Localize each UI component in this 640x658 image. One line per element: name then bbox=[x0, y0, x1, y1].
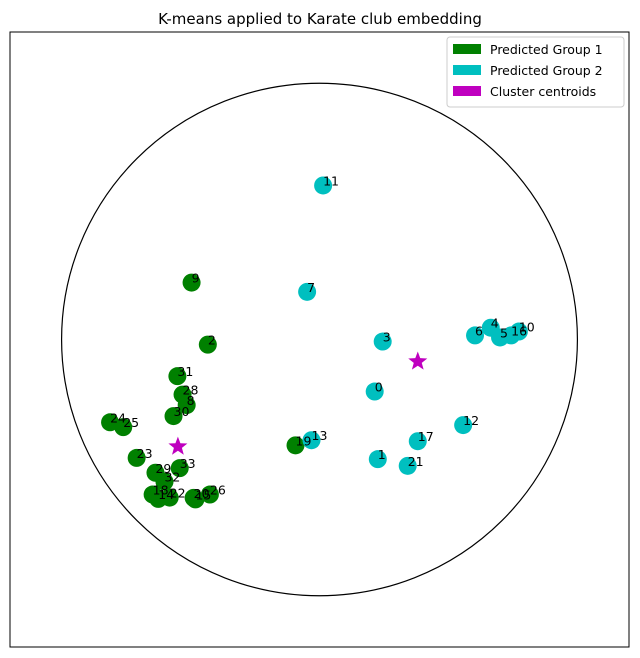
node-point bbox=[164, 407, 183, 426]
legend-swatch bbox=[453, 44, 481, 54]
node-label: 11 bbox=[323, 173, 339, 188]
node-point bbox=[127, 448, 146, 467]
node-point bbox=[198, 335, 217, 354]
legend-entry: Cluster centroids bbox=[490, 84, 596, 99]
node-label: 28 bbox=[183, 383, 199, 398]
series-1 bbox=[298, 176, 528, 475]
node-label: 24 bbox=[110, 410, 126, 425]
series-0 bbox=[101, 273, 305, 509]
node-label: 20 bbox=[194, 486, 210, 501]
node-label: 25 bbox=[123, 415, 139, 430]
node-point bbox=[298, 282, 317, 301]
legend-box bbox=[446, 36, 625, 108]
node-label: 0 bbox=[375, 380, 383, 395]
node-label: 6 bbox=[475, 323, 483, 338]
node-label: 2 bbox=[208, 333, 216, 348]
node-point bbox=[182, 273, 201, 292]
node-label: 30 bbox=[174, 404, 190, 419]
node-label: 32 bbox=[164, 470, 180, 485]
node-point bbox=[160, 488, 179, 507]
plot-frame bbox=[9, 31, 630, 648]
node-point bbox=[200, 485, 219, 504]
node-point bbox=[114, 418, 133, 437]
node-label: 22 bbox=[170, 486, 186, 501]
node-point bbox=[302, 431, 321, 450]
series-2 bbox=[168, 351, 428, 455]
node-label: 16 bbox=[511, 323, 527, 338]
node-label: 14 bbox=[158, 487, 174, 502]
node-label: 13 bbox=[312, 428, 328, 443]
node-label: 21 bbox=[408, 454, 424, 469]
node-label: 17 bbox=[418, 429, 434, 444]
legend-entry: Predicted Group 1 bbox=[490, 42, 603, 57]
node-label: 12 bbox=[463, 413, 479, 428]
node-label: 31 bbox=[177, 364, 193, 379]
node-label: 26 bbox=[210, 483, 226, 498]
node-label: 9 bbox=[192, 271, 200, 286]
node-label: 29 bbox=[155, 461, 171, 476]
node-label: 3 bbox=[383, 330, 391, 345]
centroid-marker bbox=[408, 351, 428, 370]
node-point bbox=[398, 456, 417, 475]
legend-swatch bbox=[453, 86, 481, 96]
node-label: 8 bbox=[187, 393, 195, 408]
chart-title: K-means applied to Karate club embedding bbox=[158, 10, 482, 28]
node-label: 15 bbox=[195, 487, 211, 502]
node-point bbox=[408, 432, 427, 451]
node-point bbox=[168, 367, 187, 386]
node-label: 10 bbox=[519, 320, 535, 335]
node-label: 33 bbox=[180, 456, 196, 471]
legend-swatch bbox=[453, 65, 481, 75]
node-label: 5 bbox=[500, 325, 508, 340]
node-point bbox=[314, 176, 333, 195]
boundary-circle bbox=[60, 82, 579, 597]
node-point bbox=[509, 322, 528, 341]
legend: Predicted Group 1 Predicted Group 2 Cluste… bbox=[446, 36, 625, 108]
node-label: 19 bbox=[296, 433, 312, 448]
node-label: 4 bbox=[491, 316, 499, 331]
node-point bbox=[155, 472, 174, 491]
node-label: 18 bbox=[153, 483, 169, 498]
node-point bbox=[365, 382, 384, 401]
node-label: 1 bbox=[378, 447, 386, 462]
node-point bbox=[454, 416, 473, 435]
node-point bbox=[373, 332, 392, 351]
node-point bbox=[286, 436, 305, 455]
node-point bbox=[177, 396, 196, 415]
centroid-marker bbox=[168, 436, 188, 455]
node-point bbox=[466, 326, 485, 345]
node-point bbox=[170, 459, 189, 478]
node-label: 7 bbox=[307, 280, 315, 295]
node-label: 23 bbox=[137, 446, 153, 461]
legend-entry: Predicted Group 2 bbox=[490, 63, 603, 78]
node-point bbox=[186, 490, 205, 509]
node-point bbox=[368, 450, 387, 469]
